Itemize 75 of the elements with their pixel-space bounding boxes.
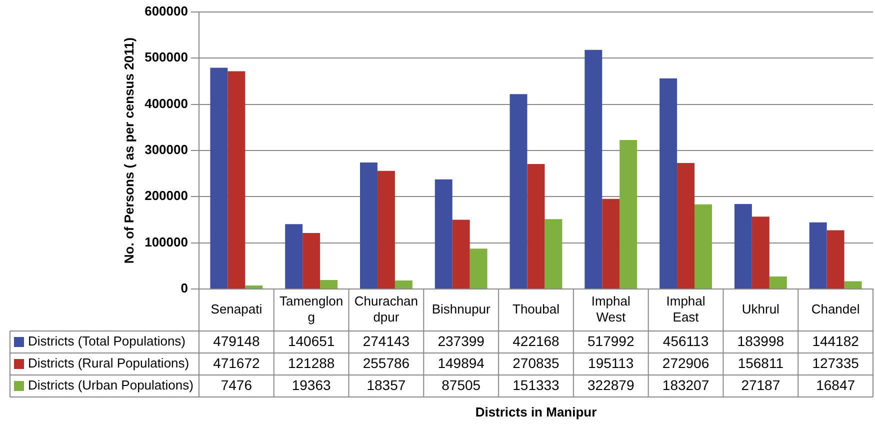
- bar: [527, 164, 545, 288]
- bar: [510, 94, 528, 288]
- data-label: 149894: [438, 354, 485, 371]
- data-label: 456113: [662, 332, 709, 349]
- bar: [734, 204, 752, 288]
- data-label: 183998: [737, 332, 784, 349]
- y-tick-label: 300000: [144, 142, 188, 158]
- data-label: 255786: [362, 354, 410, 371]
- data-label: 322879: [588, 376, 634, 393]
- bar: [809, 222, 827, 288]
- data-label: 19363: [292, 376, 331, 393]
- y-tick-label: 200000: [144, 188, 188, 204]
- bar: [245, 286, 263, 288]
- data-label: 87505: [442, 376, 481, 393]
- bar: [470, 248, 488, 288]
- y-tick-label: 600000: [144, 4, 188, 19]
- data-label: 121288: [288, 354, 335, 371]
- x-tick-label: Imphal East: [666, 294, 706, 325]
- y-tick-label: 0: [180, 280, 188, 296]
- bar: [752, 216, 770, 288]
- data-label: 479148: [213, 332, 260, 349]
- bar: [694, 204, 712, 288]
- x-tick-label: Senapati: [210, 302, 262, 317]
- bar: [302, 233, 320, 288]
- data-label: 140651: [288, 332, 335, 349]
- data-label: 144182: [812, 332, 860, 349]
- bar: [228, 71, 246, 288]
- bar: [377, 170, 395, 288]
- x-tick-label: Ukhrul: [742, 302, 780, 317]
- bar: [769, 276, 787, 288]
- x-tick-label: Thoubal: [512, 302, 560, 317]
- data-label: 16847: [816, 376, 856, 393]
- bar: [826, 230, 844, 288]
- data-label: 18357: [366, 376, 406, 393]
- data-label: 237399: [438, 332, 485, 349]
- bar: [584, 50, 602, 288]
- bar: [620, 140, 638, 288]
- x-tick-label: Imphal West: [591, 294, 630, 325]
- bar: [285, 224, 303, 288]
- bar: [660, 78, 678, 288]
- bar: [394, 280, 412, 288]
- bar: [320, 280, 338, 288]
- y-tick-label: 500000: [144, 50, 188, 65]
- data-label: 517992: [588, 332, 634, 349]
- bar: [844, 281, 862, 288]
- bar: [360, 162, 378, 288]
- data-label: 272906: [662, 354, 710, 371]
- bar: [544, 219, 562, 288]
- data-label: 422168: [512, 332, 560, 349]
- bar: [434, 179, 452, 288]
- legend-label: Districts (Total Populations): [28, 334, 186, 349]
- x-tick-label: Chandel: [811, 302, 860, 317]
- data-label: 27187: [741, 376, 780, 393]
- data-label: 471672: [213, 354, 260, 371]
- data-label: 7476: [220, 376, 252, 393]
- y-axis-title: No. of Persons ( as per census 2011): [121, 37, 136, 264]
- data-label: 195113: [588, 354, 634, 371]
- data-label: 156811: [738, 354, 784, 371]
- bar: [210, 68, 228, 288]
- x-tick-label: Churachandpur: [354, 294, 418, 325]
- bar: [602, 198, 620, 288]
- y-tick-label: 400000: [144, 96, 188, 111]
- x-tick-label: Bishnupur: [432, 302, 492, 317]
- bar: [677, 163, 695, 288]
- bar: [452, 220, 470, 288]
- x-tick-label: Tamenglong: [280, 294, 344, 325]
- data-label: 183207: [662, 376, 710, 393]
- data-label: 274143: [362, 332, 410, 349]
- data-label: 127335: [812, 354, 860, 371]
- data-label: 151333: [512, 376, 560, 393]
- legend-label: Districts (Rural Populations): [28, 356, 190, 371]
- legend-label: Districts (Urban Populations): [28, 378, 194, 393]
- data-label: 270835: [512, 354, 560, 371]
- text: Districts in Manipur: [475, 404, 597, 420]
- y-tick-label: 100000: [144, 234, 188, 250]
